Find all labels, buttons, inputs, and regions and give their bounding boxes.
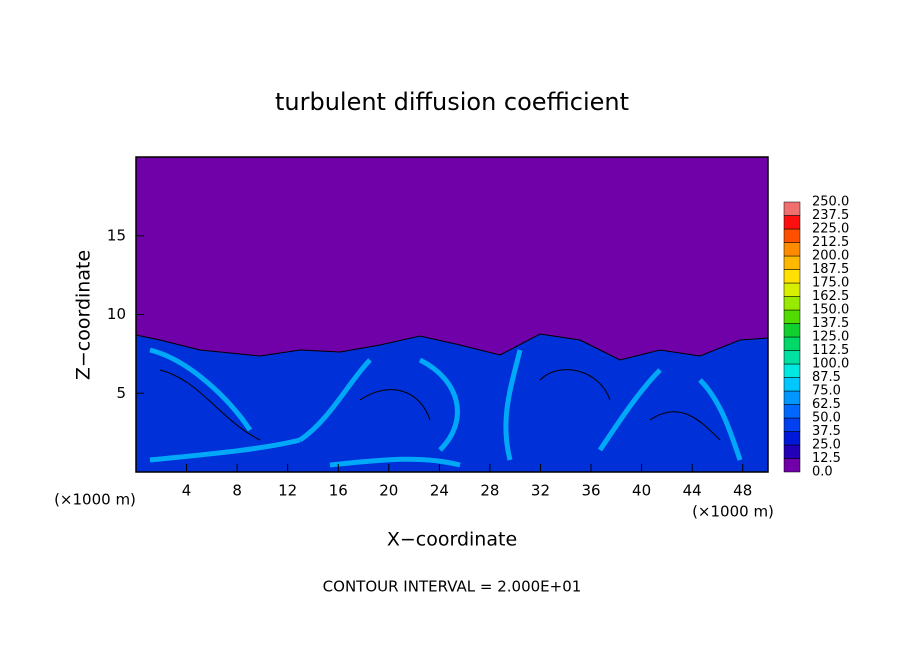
colorbar-swatch: [783, 282, 801, 297]
x-tick-label: 40: [632, 482, 651, 500]
colorbar-swatch: [783, 228, 801, 243]
colorbar-label: 50.0: [812, 411, 841, 426]
colorbar-label: 0.0: [812, 465, 833, 480]
colorbar-label: 62.5: [812, 397, 841, 412]
x-unit-label: (×1000 m): [54, 491, 136, 509]
x-unit-label: (×1000 m): [692, 503, 774, 521]
colorbar-label: 200.0: [812, 249, 849, 264]
colorbar-swatch: [783, 255, 801, 270]
colorbar-swatch: [783, 336, 801, 351]
colorbar-label: 250.0: [812, 195, 849, 210]
colorbar-swatch: [783, 363, 801, 378]
colorbar-label: 112.5: [812, 343, 849, 358]
y-axis-title: Z−coordinate: [73, 250, 95, 380]
x-tick-label: 28: [480, 482, 499, 500]
x-tick-label: 36: [581, 482, 600, 500]
colorbar-swatch: [783, 323, 801, 338]
colorbar-label: 25.0: [812, 438, 841, 453]
chart-title: turbulent diffusion coefficient: [275, 88, 629, 116]
colorbar-label: 12.5: [812, 451, 841, 466]
y-tick-label: 10: [107, 305, 126, 323]
colorbar-label: 237.5: [812, 208, 849, 223]
colorbar-swatch: [783, 350, 801, 365]
colorbar-label: 187.5: [812, 262, 849, 277]
colorbar-swatch: [783, 201, 801, 216]
colorbar-label: 75.0: [812, 384, 841, 399]
colorbar-label: 162.5: [812, 289, 849, 304]
x-axis-title: X−coordinate: [387, 529, 517, 551]
x-tick-label: 24: [430, 482, 449, 500]
contour-field: [135, 157, 769, 473]
colorbar-swatch: [783, 390, 801, 405]
streak: [149, 347, 743, 468]
colorbar-swatch: [783, 404, 801, 419]
colorbar-swatch: [783, 377, 801, 392]
y-tick-label: 15: [107, 226, 126, 244]
x-tick-label: 16: [329, 482, 348, 500]
contour-line: [159, 369, 721, 441]
x-tick-label: 20: [379, 482, 398, 500]
colorbar-label: 37.5: [812, 424, 841, 439]
x-tick-label: 8: [232, 482, 242, 500]
x-tick-label: 32: [531, 482, 550, 500]
colorbar-label: 137.5: [812, 316, 849, 331]
colorbar-label: 150.0: [812, 303, 849, 318]
colorbar-swatch: [783, 296, 801, 311]
colorbar-swatch: [783, 215, 801, 230]
colorbar-swatch: [783, 431, 801, 446]
colorbar-label: 125.0: [812, 330, 849, 345]
colorbar-swatch: [783, 309, 801, 324]
colorbar-label: 225.0: [812, 222, 849, 237]
colorbar-swatch: [783, 269, 801, 284]
x-tick-label: 44: [683, 482, 702, 500]
note: CONTOUR INTERVAL = 2.000E+01: [323, 578, 582, 596]
colorbar-label: 175.0: [812, 276, 849, 291]
x-tick-label: 48: [733, 482, 752, 500]
colorbar-label: 212.5: [812, 235, 849, 250]
x-tick-label: 12: [278, 482, 297, 500]
colorbar-swatch: [783, 444, 801, 459]
x-tick-label: 4: [182, 482, 192, 500]
colorbar-swatch: [783, 417, 801, 432]
y-tick-label: 5: [116, 384, 126, 402]
colorbar-label: 100.0: [812, 357, 849, 372]
colorbar-swatch: [783, 458, 801, 473]
colorbar-swatch: [783, 242, 801, 257]
colorbar-label: 87.5: [812, 370, 841, 385]
